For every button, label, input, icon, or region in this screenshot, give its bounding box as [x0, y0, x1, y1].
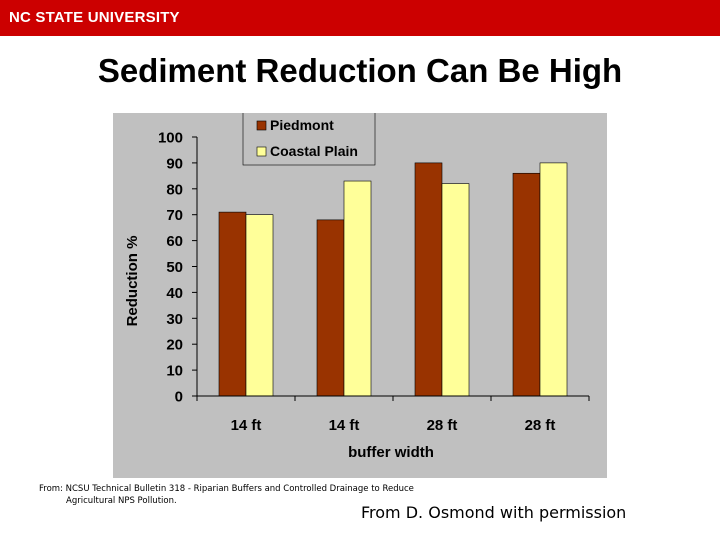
bar-coastal-plain — [245, 214, 274, 397]
bar-piedmont — [512, 172, 541, 397]
y-tick-label: 40 — [166, 285, 183, 302]
bar-chart: 0 10 20 30 40 50 60 70 80 90 100 14 ft 14 ft 28 ft 28… — [113, 113, 607, 478]
y-tick-label: 80 — [166, 181, 183, 198]
y-tick-label: 50 — [166, 259, 183, 276]
bar-piedmont — [316, 219, 345, 397]
x-tick-label: 14 ft — [231, 417, 262, 434]
slide-title: Sediment Reduction Can Be High — [97, 52, 623, 89]
bars-group — [218, 162, 568, 397]
x-axis-ticks: 14 ft 14 ft 28 ft 28 ft — [196, 396, 590, 434]
x-axis-label: buffer width — [348, 444, 434, 461]
chart-svg: 0 10 20 30 40 50 60 70 80 90 100 14 ft 14 ft 28 ft 28… — [113, 113, 607, 478]
bar-piedmont — [218, 211, 247, 397]
source-line-1: From: NCSU Technical Bulletin 318 - Ripa… — [39, 484, 414, 494]
y-tick-label: 30 — [166, 311, 183, 328]
university-logo: NC STATE UNIVERSITY — [9, 9, 180, 26]
legend-label: Piedmont — [270, 117, 334, 133]
legend-swatch — [256, 146, 267, 157]
x-tick-label: 14 ft — [329, 417, 360, 434]
legend-swatch — [256, 120, 267, 131]
credit-text: From D. Osmond with permission — [361, 503, 627, 522]
source-line-2: Agricultural NPS Pollution. — [66, 496, 177, 506]
y-tick-label: 90 — [166, 155, 183, 172]
x-tick-label: 28 ft — [525, 417, 556, 434]
y-tick-label: 60 — [166, 233, 183, 250]
legend-label: Coastal Plain — [270, 143, 358, 159]
y-tick-label: 100 — [158, 130, 183, 147]
y-tick-label: 10 — [166, 363, 183, 380]
bar-coastal-plain — [343, 180, 372, 397]
bar-coastal-plain — [441, 183, 470, 397]
legend: Piedmont Coastal Plain — [242, 113, 376, 166]
y-axis-label: Reduction % — [124, 236, 141, 327]
source-citation: From: NCSU Technical Bulletin 318 - Ripa… — [39, 483, 509, 507]
bar-piedmont — [414, 162, 443, 397]
bar-coastal-plain — [539, 162, 568, 397]
y-tick-label: 20 — [166, 337, 183, 354]
x-tick-label: 28 ft — [427, 417, 458, 434]
y-axis-ticks: 0 10 20 30 40 50 60 70 80 90 100 — [158, 130, 197, 406]
y-tick-label: 0 — [175, 389, 183, 406]
y-tick-label: 70 — [166, 207, 183, 224]
header-bar: NC STATE UNIVERSITY — [0, 0, 720, 36]
